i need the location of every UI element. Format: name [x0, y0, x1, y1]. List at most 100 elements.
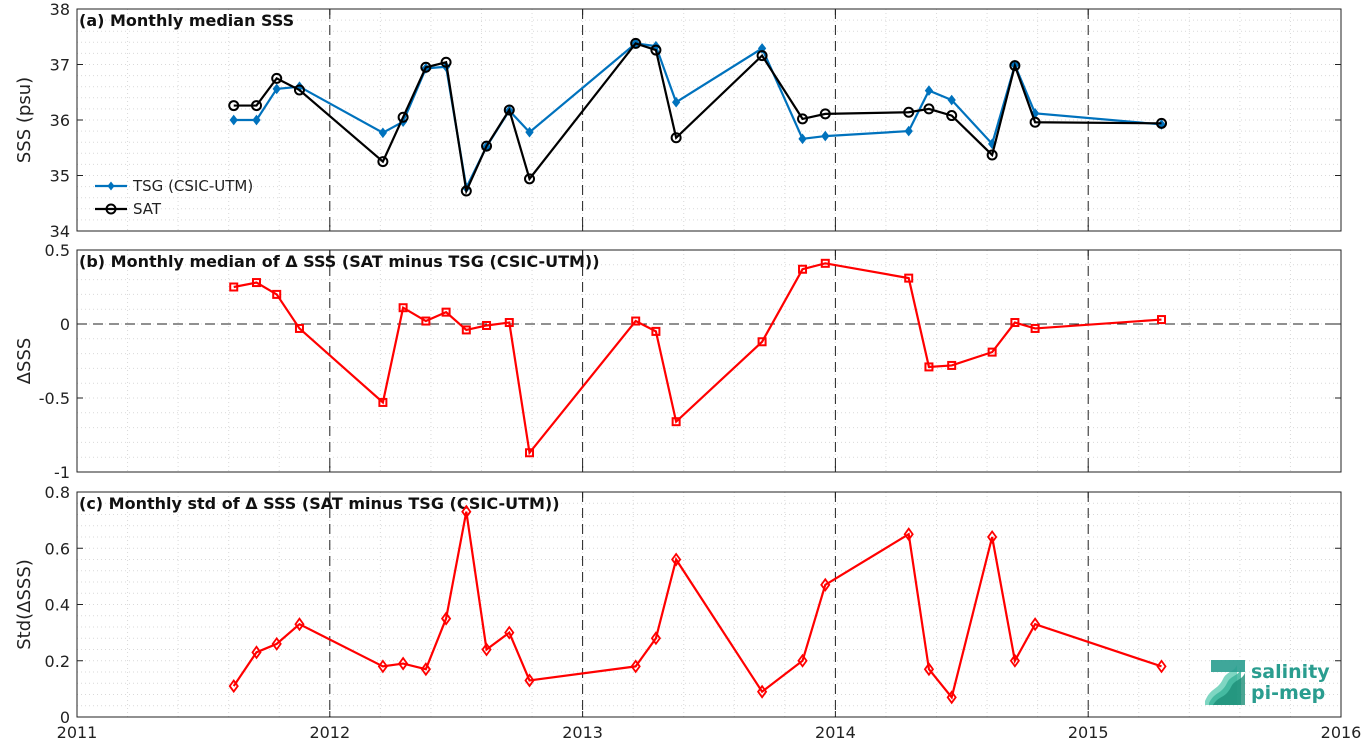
legend: TSG (CSIC-UTM) SAT [95, 177, 253, 218]
y-tick-label: 0.4 [45, 596, 70, 615]
y-tick-label: -0.5 [39, 389, 70, 408]
panel-b: -1 -0.5 0 0.5 ΔSSS (b) Monthly median of Δ SS… [14, 241, 1342, 482]
data-point [821, 130, 830, 142]
data-point [420, 61, 432, 73]
data-point [397, 111, 409, 123]
data-point [630, 659, 641, 674]
y-tick-label: 0.2 [45, 652, 70, 671]
panel-a: 34 35 36 37 38 SSS (psu) (a) Monthly median SS… [14, 0, 1342, 241]
y-tick-label: 0.8 [45, 483, 70, 502]
y-tick-label: 35 [50, 167, 70, 186]
data-point [670, 132, 682, 144]
data-point [671, 552, 682, 567]
data-point [524, 673, 535, 688]
panel-title: (c) Monthly std of Δ SSS (SAT minus TSG … [79, 494, 560, 513]
data-point [228, 100, 240, 112]
data-point [904, 273, 914, 283]
y-tick-label: 34 [50, 222, 70, 241]
x-tick-label: 2013 [562, 723, 603, 742]
data-point [440, 611, 452, 626]
data-point [820, 577, 831, 592]
data-point [671, 417, 681, 427]
data-point [377, 156, 389, 168]
data-point [987, 347, 997, 357]
legend-label: TSG (CSIC-UTM) [132, 177, 253, 195]
data-point [524, 173, 536, 185]
data-point [1009, 60, 1021, 72]
data-point [672, 96, 681, 108]
data-point [294, 323, 304, 333]
data-point [923, 662, 935, 677]
data-point [482, 320, 492, 330]
legend-marker [105, 203, 117, 215]
y-tick-label: 37 [50, 56, 70, 75]
data-point [650, 44, 662, 56]
data-point [1156, 117, 1168, 129]
data-point [251, 278, 261, 288]
data-point [924, 85, 934, 96]
panel-c: 0 0.2 0.4 0.6 0.8 2011 2012 2013 2014 2015 2016 Std… [14, 483, 1361, 742]
data-point [251, 645, 262, 660]
data-point [756, 50, 768, 62]
data-point [820, 258, 830, 268]
data-point [252, 114, 261, 126]
data-point [947, 94, 956, 106]
series-line [233, 42, 1162, 192]
data-point [1030, 323, 1040, 333]
data-point [228, 679, 239, 694]
logo-waves-icon [1205, 660, 1245, 705]
data-point [503, 104, 515, 116]
series-line [233, 262, 1162, 456]
data-point [1156, 659, 1167, 674]
series-line-0 [229, 258, 1167, 458]
series-line [232, 511, 1162, 700]
x-tick-label: 2012 [309, 723, 350, 742]
data-point [440, 56, 452, 68]
axes-frame [76, 249, 1342, 473]
data-point [481, 140, 493, 152]
data-point [294, 617, 305, 632]
data-point [819, 108, 831, 120]
data-point [250, 100, 262, 112]
logo-line2: pi-mep [1251, 682, 1325, 704]
data-point [461, 325, 471, 335]
y-axis-label: ΔSSS [14, 338, 35, 385]
data-point [1009, 653, 1021, 668]
data-point [923, 103, 935, 115]
data-point [271, 636, 282, 651]
data-point [651, 326, 661, 336]
series-line-0 [228, 504, 1167, 705]
data-point [397, 656, 409, 671]
data-point [987, 529, 998, 545]
y-tick-label: 0 [60, 708, 70, 727]
x-tick-label: 2014 [815, 723, 856, 742]
legend-label: SAT [133, 200, 162, 218]
y-axis-label: Std(ΔSSS) [14, 559, 35, 650]
data-point [947, 360, 957, 370]
data-point [630, 37, 642, 49]
x-tick-label: 2016 [1321, 723, 1362, 742]
legend-marker [107, 181, 115, 191]
data-point [757, 337, 767, 347]
data-point [398, 303, 408, 313]
data-point [986, 149, 998, 161]
y-tick-label: 38 [50, 0, 70, 19]
data-point [525, 126, 534, 138]
data-point [924, 362, 934, 372]
data-point [903, 106, 915, 118]
data-point [271, 72, 283, 84]
y-tick-label: -1 [54, 463, 70, 482]
panel-title: (b) Monthly median of Δ SSS (SAT minus T… [79, 252, 600, 271]
data-point [797, 653, 808, 668]
data-point [903, 527, 914, 542]
salinity-pimep-logo: salinity pi-mep [1203, 657, 1333, 707]
y-tick-label: 0.6 [45, 539, 70, 558]
data-point [377, 659, 389, 674]
data-point [504, 318, 514, 328]
data-point [272, 289, 282, 299]
data-point [441, 307, 451, 317]
y-axis-label: SSS (psu) [14, 77, 35, 163]
data-point [378, 397, 388, 407]
series-sat [228, 37, 1168, 197]
